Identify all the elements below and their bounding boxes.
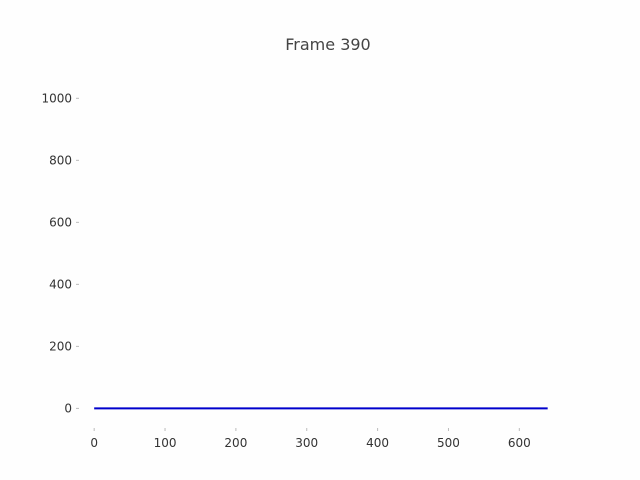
x-tick-label: 500 — [437, 436, 460, 450]
x-tick-label: 0 — [90, 436, 98, 450]
y-tick-label: 600 — [49, 215, 72, 229]
x-tick-label: 100 — [154, 436, 177, 450]
x-axis: 0 100 200 300 400 500 600 — [90, 428, 531, 450]
y-tick-label: 200 — [49, 339, 72, 353]
y-tick-label: 0 — [64, 401, 72, 415]
x-tick-label: 600 — [508, 436, 531, 450]
y-tick-label: 800 — [49, 153, 72, 167]
y-tick-label: 400 — [49, 277, 72, 291]
x-tick-label: 200 — [224, 436, 247, 450]
x-tick-label: 400 — [366, 436, 389, 450]
y-tick-label: 1000 — [41, 91, 72, 105]
x-tick-label: 300 — [295, 436, 318, 450]
y-axis: 0 200 400 600 800 1000 — [41, 91, 79, 415]
chart-title: Frame 390 — [285, 35, 370, 54]
